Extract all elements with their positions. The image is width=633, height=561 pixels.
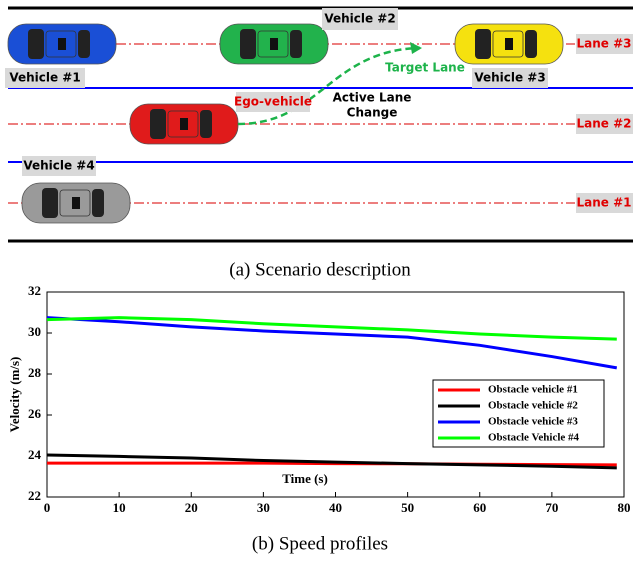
car-window [150, 109, 166, 139]
car-window [240, 29, 256, 59]
x-tick-label: 60 [473, 500, 486, 515]
vehicle-label: Vehicle #1 [9, 71, 80, 85]
arrow-head [410, 42, 422, 54]
car-detail [72, 197, 80, 209]
series-line [47, 318, 617, 368]
lane-label: Lane #3 [576, 37, 631, 51]
x-tick-label: 20 [185, 500, 198, 515]
y-tick-label: 28 [28, 365, 42, 380]
x-tick-label: 70 [545, 500, 558, 515]
car [130, 104, 238, 144]
x-tick-label: 50 [401, 500, 414, 515]
vehicle-label: Vehicle #4 [23, 159, 94, 173]
car [220, 24, 328, 64]
y-axis-label: Velocity (m/s) [7, 357, 22, 433]
y-tick-label: 22 [28, 488, 41, 503]
y-tick-label: 26 [28, 406, 42, 421]
car-window [475, 29, 491, 59]
chart: 0 10 20 30 40 50 60 70 80 22 24 26 28 30 32 Time (s) Vel… [7, 283, 631, 515]
x-axis-label: Time (s) [282, 471, 328, 486]
x-tick-label: 40 [329, 500, 342, 515]
car-window [28, 29, 44, 59]
scenario: Vehicle #1 Vehicle #2 Vehicle #3 Vehicle… [5, 8, 633, 280]
figure: Vehicle #1 Vehicle #2 Vehicle #3 Vehicle… [0, 0, 633, 561]
legend: Obstacle vehicle #1 Obstacle vehicle #2 Ob… [433, 380, 604, 447]
legend-label: Obstacle vehicle #2 [488, 400, 578, 412]
car [8, 24, 116, 64]
x-tick-label: 0 [44, 500, 51, 515]
car-window [42, 188, 58, 218]
car [455, 24, 563, 64]
car-window [92, 189, 104, 217]
target-label: Target Lane [385, 61, 465, 75]
y-tick-label: 24 [28, 447, 42, 462]
legend-label: Obstacle vehicle #1 [488, 384, 578, 396]
legend-label: Obstacle vehicle #3 [488, 416, 578, 428]
caption: (b) Speed profiles [252, 533, 388, 554]
ego-label: Ego-vehicle [234, 95, 312, 109]
vehicle-label: Vehicle #3 [474, 71, 545, 85]
y-tick-label: 30 [28, 324, 41, 339]
car-window [78, 30, 90, 58]
x-tick-label: 10 [113, 500, 126, 515]
caption: (a) Scenario description [229, 259, 411, 280]
series-line [47, 455, 617, 468]
car [22, 183, 130, 223]
series-line [47, 318, 617, 340]
y-tick-label: 32 [28, 283, 41, 298]
car-detail [505, 38, 513, 50]
car-detail [270, 38, 278, 50]
lane-label: Lane #2 [576, 117, 631, 131]
car-window [200, 110, 212, 138]
legend-label: Obstacle Vehicle #4 [488, 432, 580, 444]
car-window [290, 30, 302, 58]
car-window [525, 30, 537, 58]
lane-centers [8, 44, 575, 203]
car-detail [58, 38, 66, 50]
car-detail [180, 118, 188, 130]
maneuver-label: Change [347, 106, 398, 120]
x-tick-label: 30 [257, 500, 270, 515]
maneuver-label: Active Lane [333, 91, 412, 105]
lane-label: Lane #1 [576, 196, 631, 210]
vehicle-label: Vehicle #2 [324, 12, 395, 26]
x-tick-label: 80 [618, 500, 631, 515]
